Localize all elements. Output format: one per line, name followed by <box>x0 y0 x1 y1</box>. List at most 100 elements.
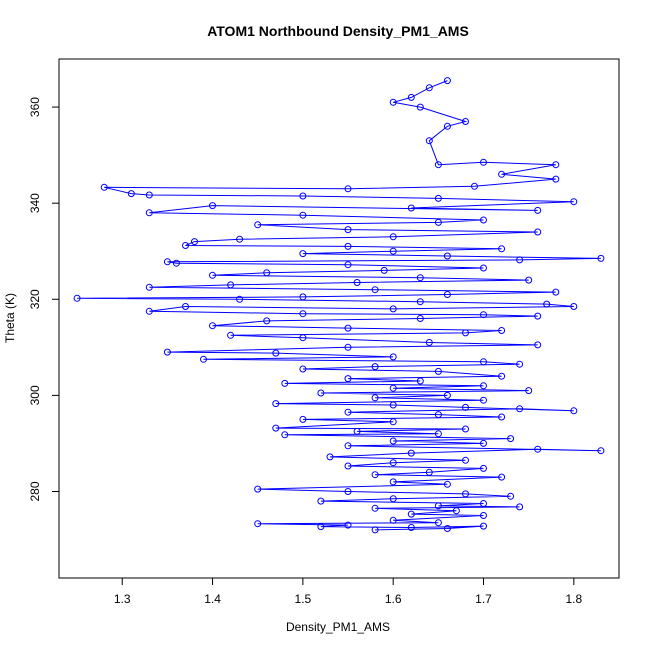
data-point <box>543 300 551 308</box>
data-point <box>416 298 424 306</box>
y-axis-label: Theta (K) <box>3 293 17 343</box>
data-point <box>353 279 361 286</box>
x-tick-label: 1.5 <box>295 592 312 606</box>
data-point <box>281 431 289 439</box>
data-point <box>389 353 397 361</box>
y-tick-label: 360 <box>28 97 42 117</box>
data-point <box>73 294 81 302</box>
data-point <box>570 303 578 310</box>
data-point <box>344 442 352 450</box>
data-point <box>389 401 397 409</box>
data-point <box>299 192 307 200</box>
y-tick-label: 280 <box>28 481 42 501</box>
data-point <box>480 158 487 166</box>
data-point <box>480 522 487 530</box>
data-point <box>263 317 271 325</box>
data-point <box>507 492 515 500</box>
data-point <box>163 348 171 356</box>
data-point <box>516 256 524 264</box>
data-point <box>597 254 605 262</box>
data-point <box>434 161 442 169</box>
data-point <box>299 365 307 373</box>
data-point <box>299 211 307 219</box>
data-point <box>371 394 379 402</box>
data-point <box>480 264 487 272</box>
data-point <box>534 228 542 236</box>
data-point <box>516 360 524 368</box>
data-point <box>462 425 469 433</box>
data-point <box>534 445 542 453</box>
data-point <box>389 98 397 106</box>
data-point <box>227 331 235 339</box>
data-point <box>498 327 506 334</box>
data-point <box>299 293 307 301</box>
data-point <box>172 259 180 267</box>
data-point <box>182 303 189 310</box>
data-point <box>344 462 352 470</box>
data-point <box>425 468 433 476</box>
data-point <box>254 221 262 229</box>
data-point <box>389 437 397 445</box>
data-point <box>498 413 506 421</box>
data-point <box>407 524 415 531</box>
data-point <box>407 204 415 212</box>
data-point <box>443 291 451 298</box>
data-point <box>498 245 506 253</box>
data-point <box>525 387 533 395</box>
x-tick-label: 1.4 <box>204 592 221 606</box>
data-point <box>416 377 424 385</box>
data-point <box>498 170 506 178</box>
data-point <box>371 471 379 479</box>
y-tick-label: 340 <box>28 193 42 213</box>
data-point <box>480 382 487 390</box>
data-point <box>552 175 560 183</box>
data-point <box>344 261 352 269</box>
data-point <box>100 183 108 191</box>
data-point <box>443 122 451 130</box>
data-point <box>389 478 397 486</box>
data-point <box>552 288 560 296</box>
data-point <box>272 424 280 432</box>
data-point <box>263 269 271 277</box>
y-axis: 280 300 320 340 360 <box>28 97 60 502</box>
data-point <box>272 400 280 408</box>
data-point <box>389 495 397 503</box>
data-point <box>182 242 189 249</box>
y-tick-label: 300 <box>28 385 42 405</box>
data-point <box>416 274 424 282</box>
data-point <box>326 453 334 461</box>
data-point <box>200 355 207 363</box>
data-point <box>434 194 442 202</box>
data-point <box>344 242 352 250</box>
data-point <box>344 185 352 193</box>
y-tick-label: 320 <box>28 289 42 309</box>
data-point <box>434 502 442 510</box>
x-axis-label: Density_PM1_AMS <box>286 620 390 634</box>
data-point <box>254 485 262 493</box>
data-point <box>462 456 469 464</box>
data-point <box>525 276 533 284</box>
data-point <box>570 198 578 206</box>
data-point <box>480 439 487 447</box>
data-point <box>570 407 578 415</box>
data-point <box>480 311 487 319</box>
data-point <box>344 521 352 529</box>
data-point <box>434 519 442 527</box>
x-tick-label: 1.3 <box>114 592 131 606</box>
data-point <box>434 411 442 419</box>
data-point <box>480 464 487 472</box>
data-point <box>209 202 216 210</box>
data-point <box>344 488 352 495</box>
data-point <box>434 367 442 375</box>
data-point <box>353 427 361 435</box>
data-point <box>407 510 415 518</box>
data-point <box>236 235 244 243</box>
data-point <box>281 379 289 387</box>
data-point <box>552 161 560 169</box>
data-point <box>227 281 235 289</box>
data-point <box>163 258 171 266</box>
data-point <box>317 497 325 505</box>
data-point <box>498 372 506 380</box>
data-point <box>407 449 415 457</box>
